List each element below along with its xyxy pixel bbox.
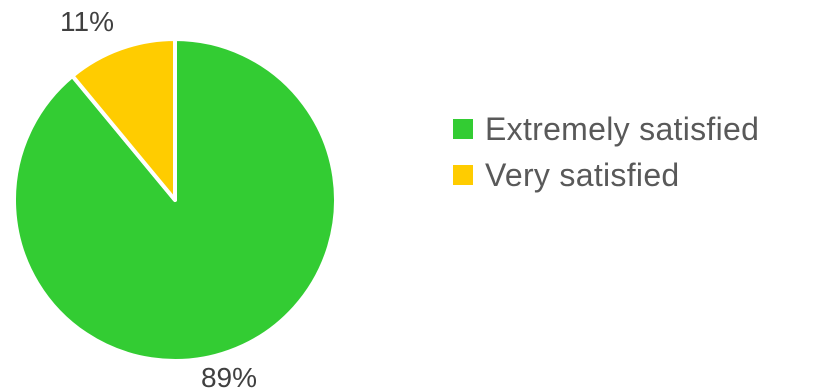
- legend-label-extremely-satisfied: Extremely satisfied: [485, 110, 760, 147]
- data-label-extremely-satisfied: 89%: [201, 362, 257, 392]
- legend-item-extremely-satisfied: Extremely satisfied: [453, 106, 759, 152]
- legend-label-very-satisfied: Very satisfied: [485, 156, 680, 193]
- data-label-very-satisfied: 11%: [60, 6, 114, 37]
- pie-slice-very-satisfied: [70, 37, 177, 202]
- legend-swatch-extremely-satisfied: [453, 119, 473, 139]
- pie-slices: [12, 37, 338, 363]
- pie-data-labels: 89% 11%: [60, 6, 257, 392]
- legend-item-very-satisfied: Very satisfied: [453, 152, 759, 198]
- legend-swatch-very-satisfied: [453, 165, 473, 185]
- legend: Extremely satisfied Very satisfied: [453, 106, 759, 198]
